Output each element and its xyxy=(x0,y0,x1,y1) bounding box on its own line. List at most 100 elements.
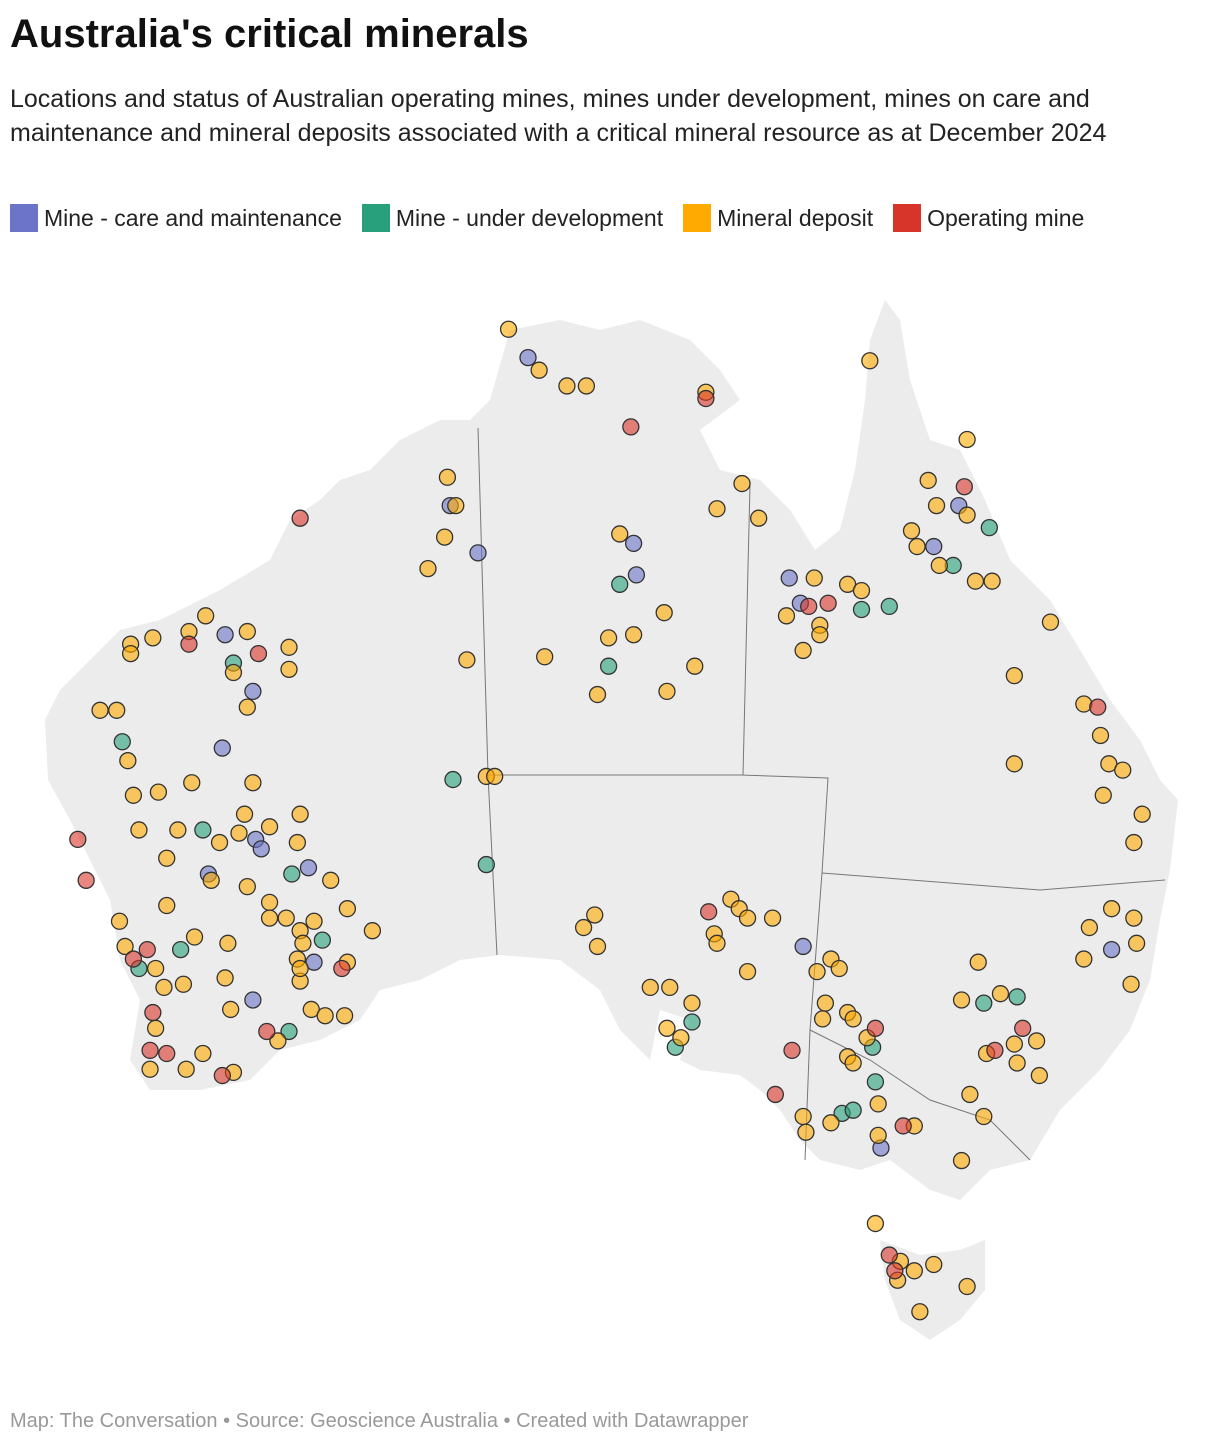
legend-item: Operating mine xyxy=(893,204,1084,232)
mineral-site xyxy=(1008,1054,1026,1072)
mineral-site xyxy=(316,1007,334,1025)
mineral-site xyxy=(844,1010,862,1028)
mineral-site xyxy=(499,320,518,338)
mineral-site xyxy=(708,500,726,518)
mineral-site xyxy=(283,865,301,883)
mineral-site xyxy=(235,805,254,823)
mineral-site xyxy=(333,959,351,978)
mineral-site xyxy=(599,657,618,675)
mineral-site xyxy=(305,912,323,930)
mineral-site xyxy=(194,1044,212,1063)
mineral-site xyxy=(213,1066,231,1085)
mineral-site xyxy=(116,937,134,956)
mineral-site xyxy=(260,909,279,927)
mineral-site xyxy=(925,537,943,556)
mineral-site xyxy=(244,682,262,701)
mineral-site xyxy=(1027,1032,1046,1050)
mineral-site xyxy=(238,622,256,641)
mineral-site xyxy=(1127,934,1146,952)
mineral-site xyxy=(683,994,701,1012)
mineral-site xyxy=(238,698,256,716)
mineral-site xyxy=(672,1029,690,1047)
mineral-site xyxy=(966,572,985,590)
mineral-site xyxy=(911,1303,929,1321)
mineral-site xyxy=(288,833,307,852)
mineral-site xyxy=(486,767,504,786)
legend-swatch xyxy=(361,204,390,232)
legend-label: Operating mine xyxy=(927,204,1085,231)
mineral-site xyxy=(655,604,673,622)
mineral-site xyxy=(69,830,87,849)
mineral-site xyxy=(961,1085,979,1104)
mainland xyxy=(45,300,1178,1200)
mineral-site xyxy=(780,569,798,587)
mineral-site xyxy=(986,1041,1004,1060)
mineral-site xyxy=(738,909,757,927)
mineral-site xyxy=(258,1022,276,1041)
mineral-site xyxy=(519,348,537,367)
mineral-site xyxy=(269,1032,287,1050)
mineral-site xyxy=(477,855,495,874)
mineral-site xyxy=(733,474,751,493)
mineral-site xyxy=(958,430,976,449)
mineral-site xyxy=(280,1022,298,1041)
mineral-site xyxy=(171,940,190,959)
mineral-site xyxy=(558,377,576,395)
mineral-site xyxy=(444,770,462,789)
mineral-site xyxy=(624,534,643,553)
mineral-site xyxy=(880,1246,898,1264)
legend-label: Mineral deposit xyxy=(717,204,874,231)
mineral-site xyxy=(1005,1035,1024,1053)
mineral-site xyxy=(763,909,782,927)
mineral-site xyxy=(469,544,487,562)
mineral-site xyxy=(238,877,256,896)
mineral-site xyxy=(983,572,1001,590)
mineral-site xyxy=(574,918,593,937)
mineral-site xyxy=(216,969,234,987)
mineral-site xyxy=(458,651,476,669)
mineral-site xyxy=(141,1041,159,1060)
mineral-site xyxy=(822,1114,840,1132)
mineral-site xyxy=(738,962,757,981)
mineral-site xyxy=(908,537,926,556)
mineral-site xyxy=(816,994,835,1012)
mineral-site xyxy=(811,626,829,644)
mineral-site xyxy=(952,991,971,1009)
mineral-site xyxy=(1102,900,1121,918)
mineral-site xyxy=(902,522,921,540)
mineral-site xyxy=(438,468,457,486)
mineral-site xyxy=(291,509,309,527)
title: Australia's critical minerals xyxy=(10,12,529,56)
mineral-site xyxy=(146,959,165,978)
mineral-site xyxy=(969,953,987,971)
mineral-site xyxy=(783,1041,801,1060)
mineral-site xyxy=(1125,833,1143,852)
mineral-site xyxy=(980,519,998,537)
mineral-site xyxy=(852,600,871,619)
mineral-site xyxy=(177,1060,195,1078)
mineral-site xyxy=(530,361,548,379)
mineral-site xyxy=(750,509,768,527)
mineral-site xyxy=(958,1277,976,1296)
source: Map: The Conversation • Source: Geoscien… xyxy=(10,1410,749,1432)
mineral-site xyxy=(130,821,148,839)
mineral-site xyxy=(249,644,268,663)
mineral-site xyxy=(419,559,437,578)
mineral-site xyxy=(185,928,204,946)
mineral-site xyxy=(213,739,231,757)
mineral-site xyxy=(280,638,298,656)
mineral-site xyxy=(313,931,332,949)
mineral-site xyxy=(588,685,607,704)
mineral-site xyxy=(1005,667,1024,685)
mineral-site xyxy=(244,991,262,1009)
mineral-site xyxy=(805,569,823,587)
mineral-site xyxy=(363,922,382,940)
mineral-site xyxy=(925,1255,943,1274)
mineral-site xyxy=(808,962,826,981)
mineral-site xyxy=(149,783,168,801)
mineral-site xyxy=(697,389,715,408)
mineral-site xyxy=(1008,988,1026,1006)
mineral-site xyxy=(1041,613,1060,631)
mineral-site xyxy=(244,774,262,792)
mineral-site xyxy=(294,934,312,952)
